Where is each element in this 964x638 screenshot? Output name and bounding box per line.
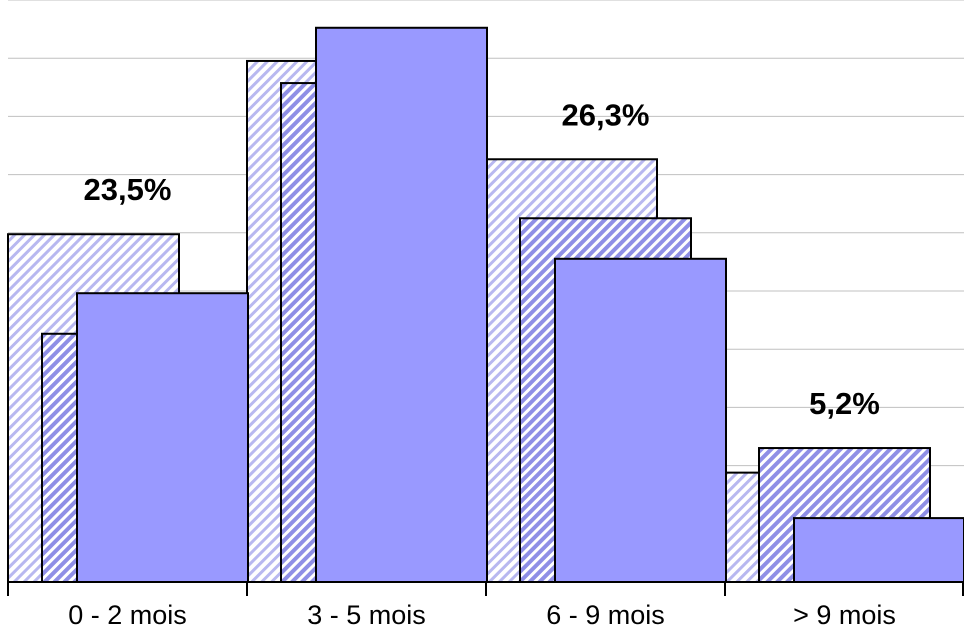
data-label: 23,5% <box>84 172 172 207</box>
bar-series-3-bar <box>554 257 727 583</box>
x-tick-label: 6 - 9 mois <box>546 600 665 630</box>
category-labels: 0 - 2 mois 3 - 5 mois 6 - 9 mois > 9 mois <box>68 600 896 630</box>
bar-series-3-bar <box>315 26 488 583</box>
data-label: 26,3% <box>562 97 650 132</box>
x-tick-label: 0 - 2 mois <box>68 600 187 630</box>
data-label: 5,2% <box>809 386 880 421</box>
bars <box>7 26 964 584</box>
value-labels: 23,5% 45,1% 26,3% 5,2% <box>84 0 880 421</box>
x-tick-label: > 9 mois <box>793 600 896 630</box>
x-tick-label: 3 - 5 mois <box>307 600 426 630</box>
data-label: 45,1% <box>323 0 411 1</box>
bar-series-3-bar <box>76 292 249 583</box>
bar-series-3-bar <box>793 517 964 583</box>
x-axis <box>7 581 964 596</box>
